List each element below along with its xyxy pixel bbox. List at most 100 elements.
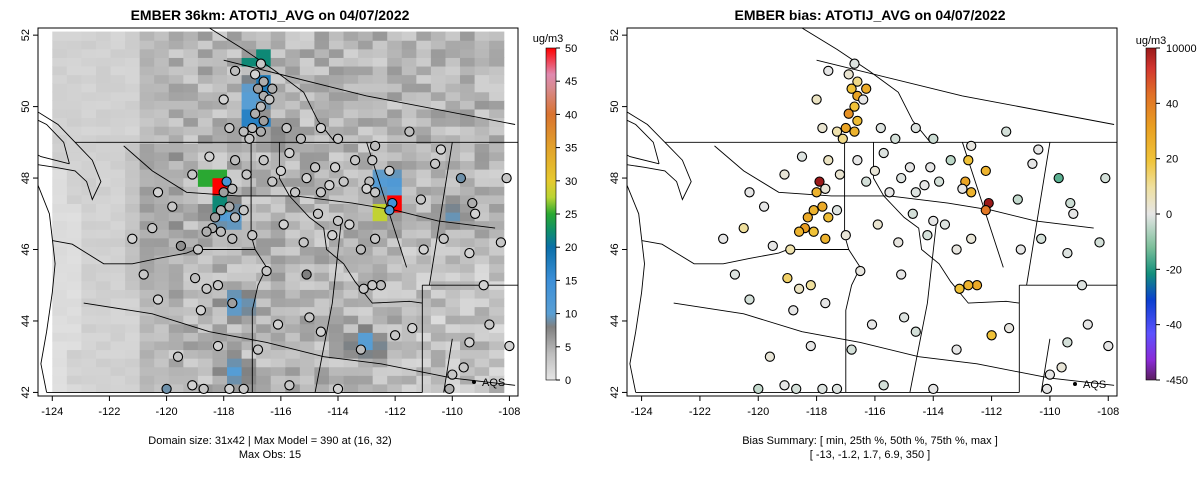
heatmap-cell <box>168 315 184 325</box>
heatmap-cell <box>125 91 141 101</box>
heatmap-cell <box>52 186 68 196</box>
heatmap-cell <box>95 280 112 290</box>
heatmap-cell <box>460 177 476 187</box>
heatmap-cell <box>430 289 447 299</box>
heatmap-cell <box>387 237 403 247</box>
heatmap-cell <box>241 91 257 101</box>
left-site-marker <box>435 144 447 155</box>
heatmap-cell <box>489 212 505 222</box>
heatmap-cell <box>489 194 505 205</box>
heatmap-cell <box>95 254 112 265</box>
heatmap-cell <box>125 297 141 308</box>
heatmap-cell <box>139 160 155 170</box>
heatmap-cell <box>212 246 228 256</box>
heatmap-cell <box>445 246 461 256</box>
heatmap-cell <box>227 57 243 67</box>
right-boundary-line <box>816 59 1115 125</box>
right-boundary-line <box>641 240 849 265</box>
heatmap-cell <box>110 237 126 247</box>
heatmap-cell <box>52 177 68 187</box>
heatmap-cell <box>154 358 170 368</box>
heatmap-cell <box>241 289 257 299</box>
right-site-marker <box>753 383 764 395</box>
heatmap-cell <box>168 57 184 67</box>
heatmap-cell <box>95 177 112 187</box>
heatmap-cell <box>183 65 199 76</box>
heatmap-cell <box>270 366 286 376</box>
heatmap-cell <box>387 366 403 376</box>
right-y-tick-label: 48 <box>609 172 621 184</box>
heatmap-cell <box>328 366 345 376</box>
right-site-marker <box>808 205 819 216</box>
heatmap-cell <box>197 91 214 101</box>
heatmap-cell <box>430 91 447 101</box>
right-site-marker <box>718 233 729 244</box>
right-site-marker <box>796 151 808 162</box>
heatmap-cell <box>183 280 199 290</box>
heatmap-cell <box>212 151 228 162</box>
heatmap-cell <box>227 40 243 50</box>
right-site-marker <box>852 76 863 87</box>
heatmap-cell <box>168 31 184 41</box>
heatmap-cell <box>372 126 388 136</box>
heatmap-cell <box>372 315 388 325</box>
heatmap-cell <box>401 160 417 170</box>
right-site-marker <box>831 205 843 216</box>
heatmap-cell <box>299 57 316 67</box>
heatmap-cell <box>212 237 228 247</box>
right-site-marker <box>782 272 793 284</box>
left-x-axis: -124 -122 -120 -118 -116 -114 -112 -110 -108 <box>41 396 520 418</box>
heatmap-cell <box>489 91 505 101</box>
heatmap-cell <box>270 272 286 282</box>
heatmap-cell <box>227 220 243 230</box>
heatmap-cell <box>372 323 388 333</box>
heatmap-cell <box>168 194 184 205</box>
right-x-tick-label: -114 <box>923 406 944 418</box>
heatmap-cell <box>197 297 214 308</box>
heatmap-cell <box>81 194 97 205</box>
heatmap-cell <box>474 332 490 342</box>
heatmap-cell <box>168 169 184 179</box>
heatmap-cell <box>343 57 359 67</box>
right-site-marker <box>793 283 805 294</box>
right-site-marker <box>1094 237 1105 248</box>
heatmap-cell <box>460 134 476 144</box>
heatmap-cell <box>474 186 490 196</box>
heatmap-cell <box>401 237 417 247</box>
heatmap-cell <box>343 306 359 316</box>
heatmap-cell <box>197 366 214 376</box>
heatmap-cell <box>197 237 214 247</box>
heatmap-cell <box>227 315 243 325</box>
heatmap-cell <box>387 349 403 359</box>
heatmap-cell <box>125 177 141 187</box>
heatmap-cell <box>95 237 112 247</box>
heatmap-cell <box>81 246 97 256</box>
heatmap-cell <box>328 280 345 290</box>
heatmap-cell <box>299 306 316 316</box>
heatmap-cell <box>110 349 126 359</box>
heatmap-cell <box>227 100 243 110</box>
heatmap-cell <box>430 237 447 247</box>
heatmap-cell <box>445 237 461 247</box>
right-y-tick-label: 42 <box>609 386 621 398</box>
heatmap-cell <box>328 126 345 136</box>
right-site-marker <box>779 380 790 391</box>
heatmap-cell <box>474 289 490 299</box>
left-site-marker <box>332 215 344 227</box>
heatmap-cell <box>125 169 141 179</box>
heatmap-cell <box>328 31 345 41</box>
heatmap-cell <box>139 40 155 50</box>
left-site-marker <box>275 165 287 177</box>
heatmap-cell <box>358 194 374 205</box>
right-colorbar-tick-label: 40 <box>1166 98 1178 110</box>
heatmap-cell <box>168 263 184 273</box>
heatmap-cell <box>52 126 68 136</box>
right-site-marker <box>928 133 939 144</box>
left-site-marker <box>258 155 269 166</box>
heatmap-cell <box>416 57 432 67</box>
heatmap-cell <box>212 263 228 273</box>
heatmap-cell <box>430 100 447 110</box>
heatmap-cell <box>66 323 83 333</box>
heatmap-cell <box>285 48 301 58</box>
heatmap-cell <box>256 194 272 205</box>
